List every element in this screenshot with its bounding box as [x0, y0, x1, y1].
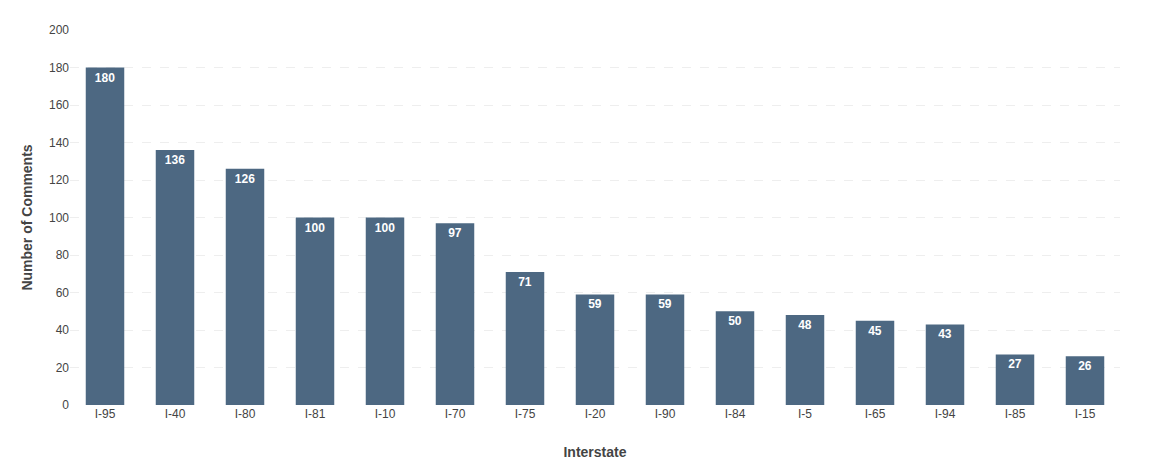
svg-text:0: 0 [62, 398, 69, 412]
svg-text:I-90: I-90 [655, 407, 676, 421]
svg-text:26: 26 [1078, 359, 1092, 373]
svg-text:I-10: I-10 [375, 407, 396, 421]
svg-text:80: 80 [56, 248, 70, 262]
svg-text:I-81: I-81 [305, 407, 326, 421]
svg-text:200: 200 [49, 23, 69, 37]
svg-text:Number of Comments: Number of Comments [19, 144, 35, 290]
svg-text:60: 60 [56, 286, 70, 300]
svg-text:160: 160 [49, 98, 69, 112]
svg-text:20: 20 [56, 361, 70, 375]
svg-text:I-75: I-75 [515, 407, 536, 421]
svg-text:120: 120 [49, 173, 69, 187]
svg-text:I-94: I-94 [935, 407, 956, 421]
svg-text:100: 100 [49, 211, 69, 225]
svg-text:I-40: I-40 [165, 407, 186, 421]
svg-text:71: 71 [518, 275, 532, 289]
svg-text:I-5: I-5 [798, 407, 812, 421]
svg-text:40: 40 [56, 323, 70, 337]
svg-text:27: 27 [1008, 357, 1022, 371]
svg-text:I-85: I-85 [1005, 407, 1026, 421]
svg-text:I-80: I-80 [235, 407, 256, 421]
svg-text:180: 180 [95, 71, 115, 85]
svg-text:126: 126 [235, 172, 255, 186]
svg-text:59: 59 [658, 297, 672, 311]
svg-text:140: 140 [49, 136, 69, 150]
svg-text:I-15: I-15 [1075, 407, 1096, 421]
svg-text:50: 50 [728, 314, 742, 328]
svg-text:I-65: I-65 [865, 407, 886, 421]
svg-text:180: 180 [49, 61, 69, 75]
svg-text:100: 100 [305, 221, 325, 235]
svg-text:48: 48 [798, 318, 812, 332]
svg-text:43: 43 [938, 327, 952, 341]
svg-text:I-20: I-20 [585, 407, 606, 421]
svg-text:I-95: I-95 [95, 407, 116, 421]
svg-text:100: 100 [375, 221, 395, 235]
svg-text:I-70: I-70 [445, 407, 466, 421]
svg-text:59: 59 [588, 297, 602, 311]
svg-text:45: 45 [868, 324, 882, 338]
svg-text:I-84: I-84 [725, 407, 746, 421]
svg-text:Interstate: Interstate [563, 444, 626, 460]
svg-text:136: 136 [165, 153, 185, 167]
svg-text:97: 97 [448, 226, 462, 240]
